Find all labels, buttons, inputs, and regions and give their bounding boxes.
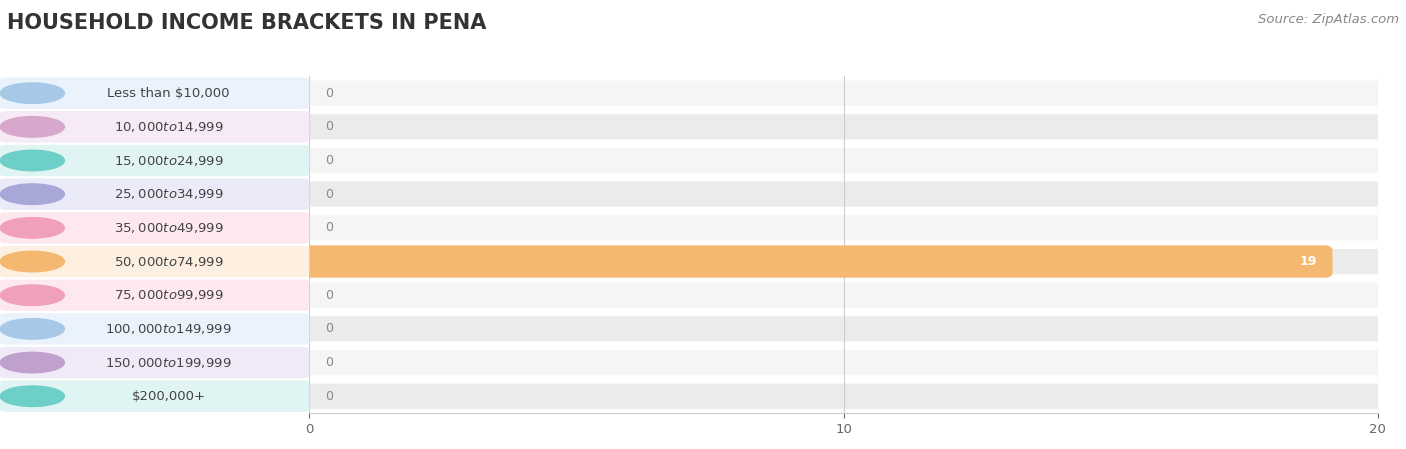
Text: 0: 0 bbox=[325, 221, 333, 234]
Text: 0: 0 bbox=[325, 322, 333, 335]
Text: 0: 0 bbox=[325, 356, 333, 369]
Text: Source: ZipAtlas.com: Source: ZipAtlas.com bbox=[1258, 13, 1399, 26]
Text: $50,000 to $74,999: $50,000 to $74,999 bbox=[114, 255, 224, 269]
Text: $10,000 to $14,999: $10,000 to $14,999 bbox=[114, 120, 224, 134]
Text: 19: 19 bbox=[1299, 255, 1316, 268]
FancyBboxPatch shape bbox=[309, 383, 1378, 409]
Text: $150,000 to $199,999: $150,000 to $199,999 bbox=[105, 356, 232, 370]
FancyBboxPatch shape bbox=[309, 316, 1378, 342]
Text: $15,000 to $24,999: $15,000 to $24,999 bbox=[114, 154, 224, 167]
Text: $100,000 to $149,999: $100,000 to $149,999 bbox=[105, 322, 232, 336]
Text: Less than $10,000: Less than $10,000 bbox=[107, 87, 231, 100]
Text: $25,000 to $34,999: $25,000 to $34,999 bbox=[114, 187, 224, 201]
FancyBboxPatch shape bbox=[309, 282, 1378, 308]
Text: $35,000 to $49,999: $35,000 to $49,999 bbox=[114, 221, 224, 235]
FancyBboxPatch shape bbox=[309, 114, 1378, 140]
FancyBboxPatch shape bbox=[309, 215, 1378, 241]
Text: 0: 0 bbox=[325, 120, 333, 133]
Text: 0: 0 bbox=[325, 188, 333, 201]
FancyBboxPatch shape bbox=[309, 181, 1378, 207]
FancyBboxPatch shape bbox=[301, 245, 1333, 277]
Text: $200,000+: $200,000+ bbox=[132, 390, 205, 403]
Text: $75,000 to $99,999: $75,000 to $99,999 bbox=[114, 288, 224, 302]
Text: 0: 0 bbox=[325, 154, 333, 167]
FancyBboxPatch shape bbox=[309, 350, 1378, 375]
Text: 0: 0 bbox=[325, 390, 333, 403]
Text: 0: 0 bbox=[325, 87, 333, 100]
Text: HOUSEHOLD INCOME BRACKETS IN PENA: HOUSEHOLD INCOME BRACKETS IN PENA bbox=[7, 13, 486, 34]
FancyBboxPatch shape bbox=[309, 80, 1378, 106]
FancyBboxPatch shape bbox=[309, 148, 1378, 173]
FancyBboxPatch shape bbox=[309, 249, 1378, 274]
Text: 0: 0 bbox=[325, 289, 333, 302]
